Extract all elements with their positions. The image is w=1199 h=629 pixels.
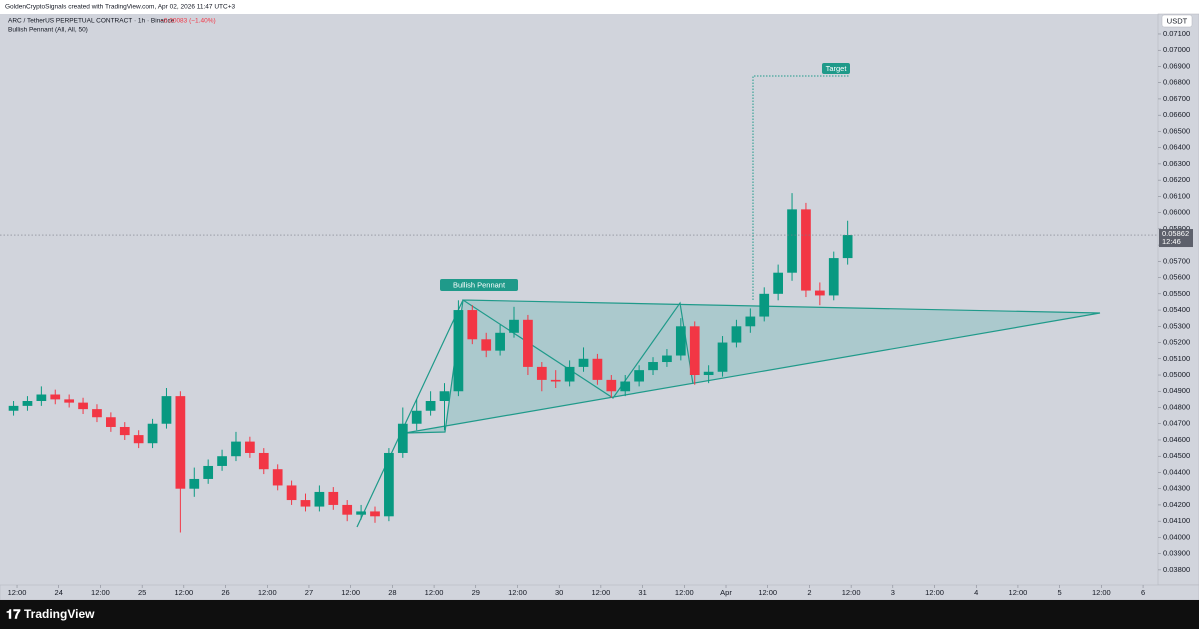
y-tick-label: 0.04900 bbox=[1163, 386, 1190, 395]
x-tick-label: 31 bbox=[638, 588, 646, 597]
change: −0.00083 (−1.40%) bbox=[160, 18, 216, 25]
currency-box bbox=[1161, 14, 1193, 28]
y-tick-label: 0.06100 bbox=[1163, 191, 1190, 200]
footer-bar bbox=[0, 600, 1199, 629]
plot-area bbox=[0, 14, 1158, 585]
y-tick-label: 0.07100 bbox=[1163, 29, 1190, 38]
y-tick-label: 0.06200 bbox=[1163, 175, 1190, 184]
y-tick-label: 0.04300 bbox=[1163, 484, 1190, 493]
y-tick-label: 0.05400 bbox=[1163, 305, 1190, 314]
y-tick-label: 0.06600 bbox=[1163, 110, 1190, 119]
x-tick-label: 12:00 bbox=[341, 588, 360, 597]
x-tick-label: Apr bbox=[720, 588, 732, 597]
y-tick-label: 0.05100 bbox=[1163, 354, 1190, 363]
y-tick-label: 0.04700 bbox=[1163, 419, 1190, 428]
x-tick-label: 6 bbox=[1141, 588, 1145, 597]
x-tick-label: 2 bbox=[807, 588, 811, 597]
x-tick-label: 12:00 bbox=[1009, 588, 1028, 597]
x-tick-label: 12:00 bbox=[758, 588, 777, 597]
currency: USDT bbox=[1167, 16, 1188, 25]
x-tick-label: 24 bbox=[55, 588, 63, 597]
target-label-box bbox=[822, 63, 850, 74]
x-tick-label: 12:00 bbox=[1092, 588, 1111, 597]
x-tick-label: 12:00 bbox=[174, 588, 193, 597]
y-tick-label: 0.05200 bbox=[1163, 338, 1190, 347]
symbol: ARC / TetherUS PERPETUAL CONTRACT · 1h ·… bbox=[8, 18, 175, 25]
pattern-label: Bullish Pennant bbox=[453, 280, 506, 289]
y-tick-label: 0.06700 bbox=[1163, 94, 1190, 103]
pennant: Bullish Pennant Target bbox=[356, 63, 1101, 528]
y-tick-label: 0.07000 bbox=[1163, 45, 1190, 54]
y-tick-label: 0.06900 bbox=[1163, 61, 1190, 70]
pennant-lines bbox=[356, 298, 1101, 528]
y-tick-label: 0.06300 bbox=[1163, 159, 1190, 168]
y-tick-label: 0.05600 bbox=[1163, 273, 1190, 282]
x-tick-label: 4 bbox=[974, 588, 978, 597]
x-tick-label: 12:00 bbox=[842, 588, 861, 597]
y-tick-label: 0.04400 bbox=[1163, 467, 1190, 476]
y-tick-label: 0.05900 bbox=[1163, 224, 1190, 233]
countdown: 12:46 bbox=[1162, 237, 1181, 246]
y-tick-label: 0.03800 bbox=[1163, 565, 1190, 574]
y-tick-label: 0.05000 bbox=[1163, 370, 1190, 379]
x-tick-label: 30 bbox=[555, 588, 563, 597]
x-tick-label: 3 bbox=[891, 588, 895, 597]
footer-logo: 𝟏𝟕 TradingView bbox=[6, 606, 95, 621]
x-tick-label: 12:00 bbox=[925, 588, 944, 597]
credit: GoldenCryptoSignals created with Trading… bbox=[5, 4, 235, 11]
logo-mark: 𝟏𝟕 bbox=[6, 606, 21, 621]
y-tick-label: 0.06400 bbox=[1163, 143, 1190, 152]
x-tick-label: 29 bbox=[472, 588, 480, 597]
y-tick-label: 0.05300 bbox=[1163, 321, 1190, 330]
x-tick-label: 12:00 bbox=[91, 588, 110, 597]
x-tick-label: 5 bbox=[1058, 588, 1062, 597]
x-tick-label: 12:00 bbox=[592, 588, 611, 597]
y-tick-label: 0.04100 bbox=[1163, 516, 1190, 525]
x-tick-label: 12:00 bbox=[425, 588, 444, 597]
last-price-label: 0.05862 bbox=[1162, 229, 1189, 238]
y-tick-label: 0.04800 bbox=[1163, 402, 1190, 411]
x-tick-label: 12:00 bbox=[8, 588, 27, 597]
y-tick-label: 0.06000 bbox=[1163, 208, 1190, 217]
y-tick-label: 0.06500 bbox=[1163, 126, 1190, 135]
y-tick-label: 0.04600 bbox=[1163, 435, 1190, 444]
y-tick-label: 0.04000 bbox=[1163, 532, 1190, 541]
y-tick-label: 0.04200 bbox=[1163, 500, 1190, 509]
y-tick-label: 0.04500 bbox=[1163, 451, 1190, 460]
y-tick-label: 0.03900 bbox=[1163, 549, 1190, 558]
y-tick-label: 0.06800 bbox=[1163, 78, 1190, 87]
pattern-label-box bbox=[440, 279, 518, 291]
pennant-fill bbox=[405, 300, 1100, 433]
target-label: Target bbox=[826, 64, 848, 73]
y-tick-label: 0.05500 bbox=[1163, 289, 1190, 298]
x-tick-label: 26 bbox=[221, 588, 229, 597]
price-axis bbox=[1157, 13, 1199, 586]
x-tick-label: 12:00 bbox=[258, 588, 277, 597]
x-tick-label: 12:00 bbox=[508, 588, 527, 597]
x-tick-label: 28 bbox=[388, 588, 396, 597]
x-tick-label: 27 bbox=[305, 588, 313, 597]
x-tick-label: 12:00 bbox=[675, 588, 694, 597]
target-line bbox=[752, 75, 850, 300]
y-tick-label: 0.05700 bbox=[1163, 256, 1190, 265]
brand: TradingView bbox=[24, 607, 95, 621]
x-tick-label: 25 bbox=[138, 588, 146, 597]
last-price-box bbox=[1159, 229, 1193, 248]
indicator: Bullish Pennant (All, All, 50) bbox=[8, 27, 88, 34]
